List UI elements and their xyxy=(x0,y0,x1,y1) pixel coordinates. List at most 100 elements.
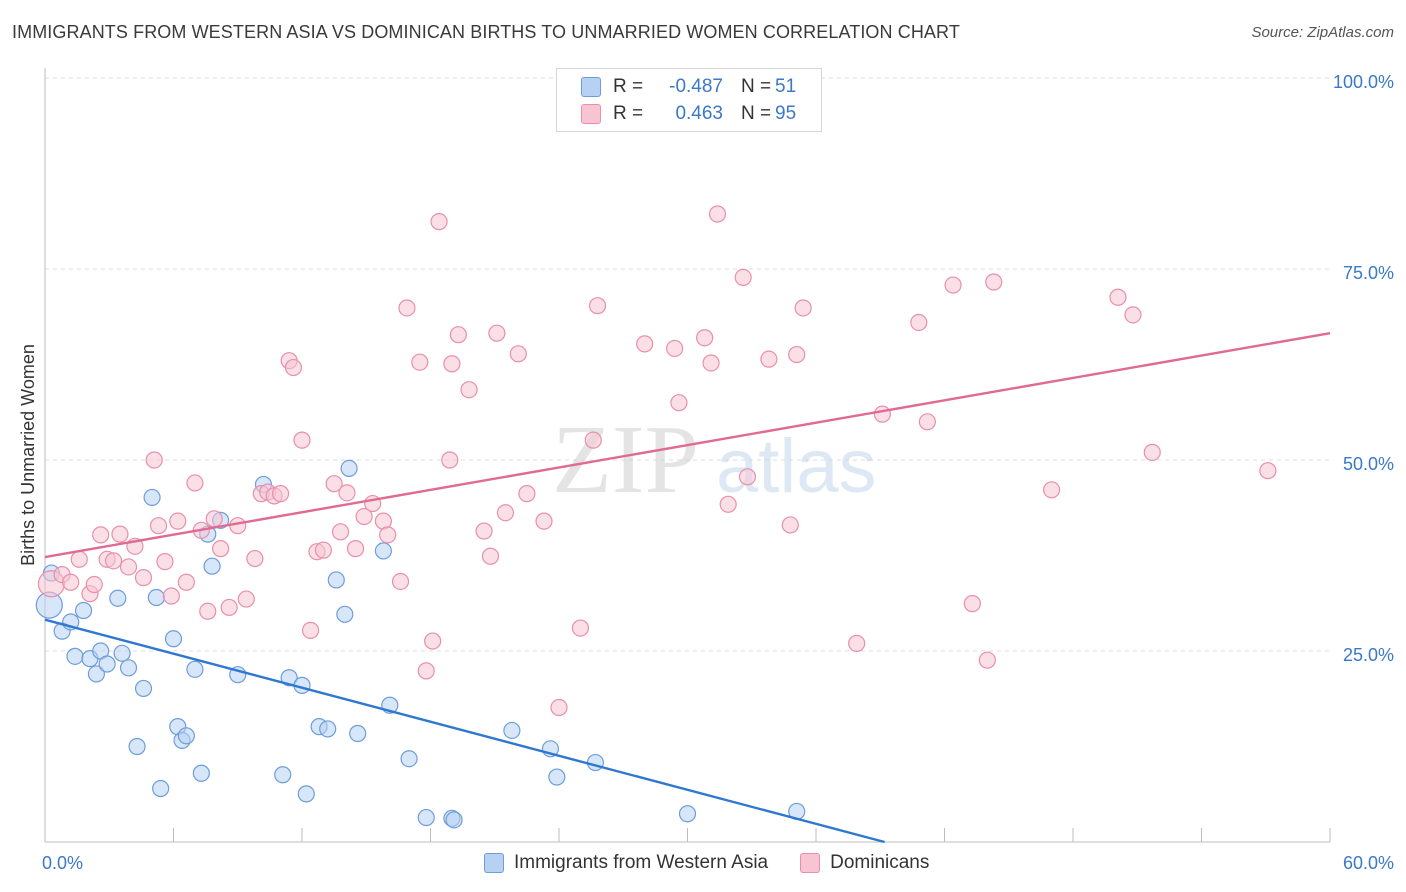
data-point xyxy=(92,526,110,544)
data-point xyxy=(119,659,138,677)
data-point xyxy=(788,345,806,364)
data-point xyxy=(205,510,223,528)
data-point xyxy=(496,504,515,522)
data-point xyxy=(274,766,292,784)
data-point xyxy=(327,571,345,589)
data-point xyxy=(978,651,996,669)
data-point xyxy=(1042,481,1061,499)
data-point xyxy=(1143,443,1161,461)
series-legend: Immigrants from Western Asia Dominicans xyxy=(484,852,961,874)
data-point xyxy=(66,647,84,665)
data-point xyxy=(411,353,429,371)
data-point xyxy=(128,737,146,756)
stats-row-dominicans: R = 0.463 N = 95 xyxy=(581,102,796,126)
r-value: -0.487 xyxy=(669,76,723,97)
legend-item-dominicans[interactable]: Dominicans xyxy=(800,852,929,874)
data-point xyxy=(1109,288,1127,306)
data-point xyxy=(192,764,210,782)
data-point xyxy=(1259,462,1277,480)
data-point xyxy=(702,354,720,372)
data-point xyxy=(781,516,799,534)
data-point xyxy=(719,495,737,513)
data-point xyxy=(571,619,590,637)
series-immigrants-western-asia xyxy=(35,459,806,829)
legend-swatch-pink xyxy=(581,104,601,124)
n-value: 95 xyxy=(775,103,797,124)
y-tick-label: 50.0% xyxy=(1343,454,1394,474)
data-point xyxy=(143,488,161,507)
data-point xyxy=(985,273,1003,291)
legend-item-immigrants[interactable]: Immigrants from Western Asia xyxy=(484,852,768,874)
data-point xyxy=(297,785,315,803)
data-point xyxy=(734,268,752,287)
data-point xyxy=(177,573,195,591)
data-point xyxy=(417,662,435,680)
data-point xyxy=(145,451,163,469)
data-point xyxy=(271,485,290,503)
data-point xyxy=(109,589,127,607)
data-point xyxy=(374,542,392,560)
data-point xyxy=(509,345,527,363)
stats-legend: R = -0.487 N = 51 R = 0.463 N = 95 xyxy=(556,68,822,132)
data-point xyxy=(104,552,123,570)
data-point xyxy=(111,525,129,543)
data-point xyxy=(70,550,88,568)
data-point xyxy=(246,549,264,568)
r-label: R = xyxy=(613,103,644,124)
data-point xyxy=(678,805,697,823)
data-point xyxy=(346,540,365,558)
data-point xyxy=(535,512,553,530)
data-point xyxy=(162,587,180,605)
legend-swatch-blue xyxy=(484,853,504,873)
data-point xyxy=(336,605,354,623)
data-point xyxy=(87,665,106,683)
data-point xyxy=(212,540,230,558)
data-point xyxy=(280,669,298,687)
data-point xyxy=(430,213,448,231)
series-dominicans xyxy=(37,205,1277,717)
data-point xyxy=(417,808,435,827)
data-point xyxy=(400,750,418,768)
data-point xyxy=(237,590,255,608)
data-point xyxy=(338,484,356,502)
watermark: ZIP atlas xyxy=(552,406,877,514)
axes xyxy=(44,68,1331,843)
data-point xyxy=(325,475,343,493)
data-point xyxy=(391,572,410,591)
data-point xyxy=(460,381,478,399)
grid-lines xyxy=(45,77,1330,652)
data-point xyxy=(910,313,928,332)
data-point xyxy=(760,350,778,368)
data-point xyxy=(738,468,757,486)
data-point xyxy=(441,451,459,469)
data-point xyxy=(379,526,397,544)
data-point xyxy=(149,517,168,535)
data-point xyxy=(636,335,654,353)
data-point xyxy=(152,779,170,798)
legend-swatch-pink xyxy=(800,853,821,873)
data-point xyxy=(475,522,493,540)
data-point xyxy=(355,507,373,526)
data-point xyxy=(156,553,174,571)
data-point xyxy=(293,431,311,449)
data-point xyxy=(340,459,358,478)
n-label: N = xyxy=(741,103,772,124)
data-point xyxy=(177,727,195,745)
data-point xyxy=(481,547,500,565)
data-point xyxy=(85,575,103,594)
chart-title: IMMIGRANTS FROM WESTERN ASIA VS DOMINICA… xyxy=(12,22,960,42)
data-point xyxy=(584,431,602,449)
data-point xyxy=(186,474,204,492)
data-point xyxy=(119,558,138,576)
data-point xyxy=(169,512,187,530)
y-axis-label: Births to Unmarried Women xyxy=(18,344,38,566)
data-point xyxy=(134,679,153,698)
y-tick-label: 100.0% xyxy=(1333,72,1394,92)
n-label: N = xyxy=(741,76,772,97)
data-point xyxy=(503,721,521,740)
data-point xyxy=(518,485,536,503)
data-point xyxy=(229,517,247,535)
data-point xyxy=(550,698,568,717)
data-point xyxy=(314,541,333,559)
